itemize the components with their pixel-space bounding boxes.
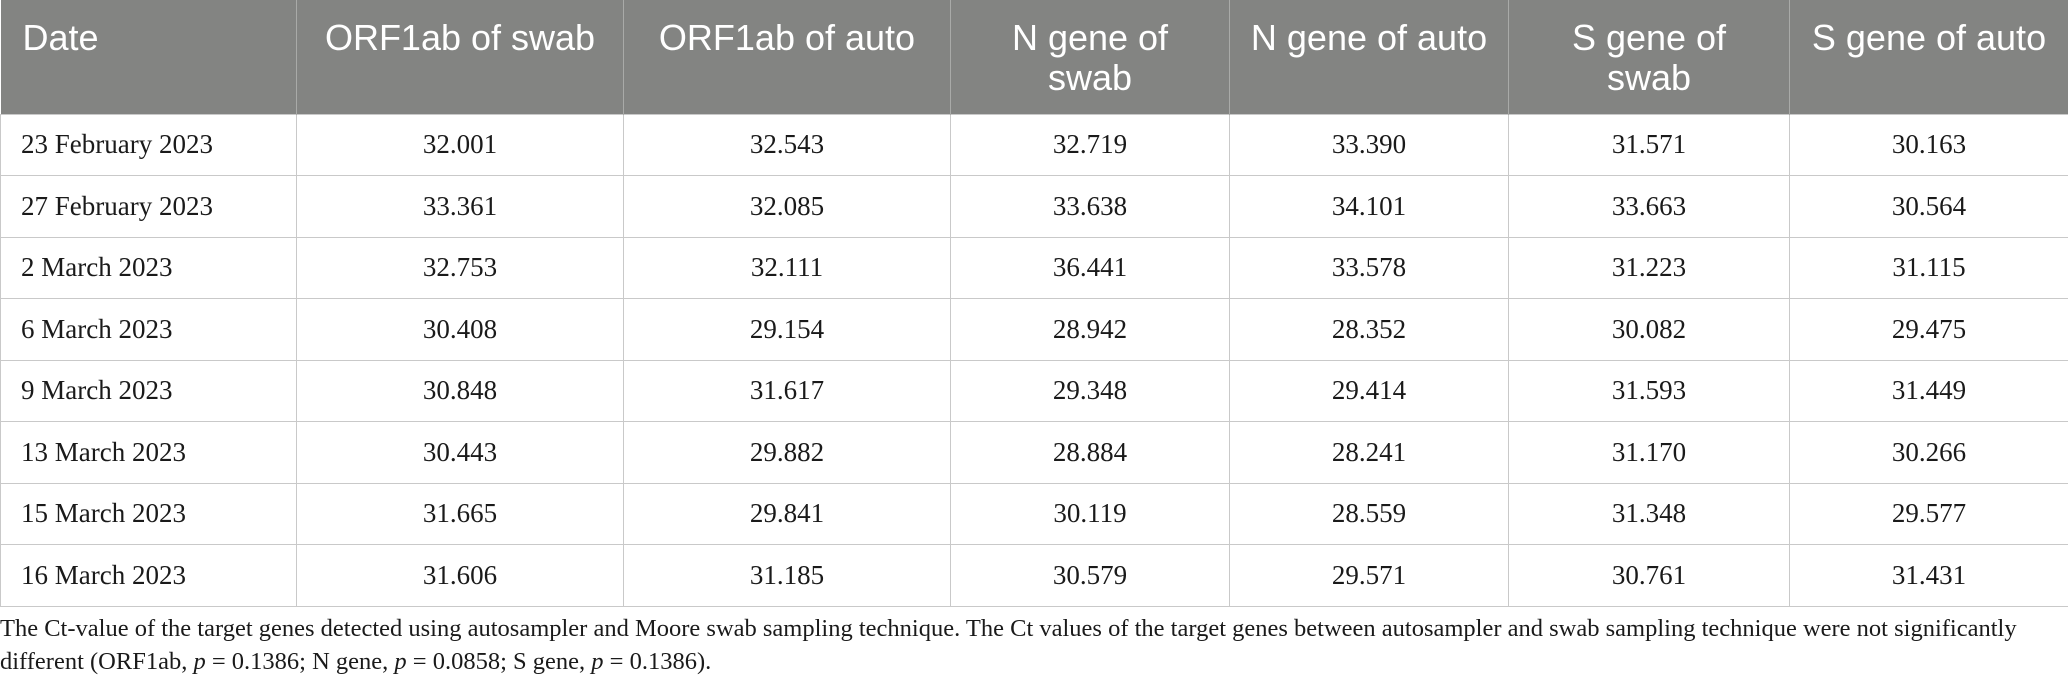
date-cell: 6 March 2023 — [0, 298, 297, 361]
table-cell: 32.719 — [950, 113, 1230, 176]
table-cell: 29.882 — [623, 421, 951, 484]
table-cell: 29.577 — [1789, 482, 2068, 545]
s-gene-p-value: = 0.1386). — [603, 648, 712, 675]
table-cell: 29.571 — [1229, 544, 1509, 607]
data-table-container: Date ORF1ab of swab ORF1ab of auto N gen… — [0, 0, 2068, 607]
date-cell: 16 March 2023 — [0, 544, 297, 607]
table-cell: 31.431 — [1789, 544, 2068, 607]
table-cell: 30.848 — [296, 359, 624, 422]
table-cell: 32.001 — [296, 113, 624, 176]
ct-values-table: Date ORF1ab of swab ORF1ab of auto N gen… — [0, 0, 2068, 607]
table-row: 9 March 2023 30.848 31.617 29.348 29.414… — [0, 359, 2068, 422]
column-header-n-gene-swab: N gene of swab — [950, 0, 1230, 114]
header-row: Date ORF1ab of swab ORF1ab of auto N gen… — [0, 0, 2068, 114]
table-cell: 30.266 — [1789, 421, 2068, 484]
table-row: 23 February 2023 32.001 32.543 32.719 33… — [0, 113, 2068, 176]
table-cell: 30.119 — [950, 482, 1230, 545]
table-cell: 32.753 — [296, 236, 624, 299]
n-gene-p-value: = 0.0858; S gene, — [406, 648, 592, 675]
table-body: 23 February 2023 32.001 32.543 32.719 33… — [0, 113, 2068, 607]
table-row: 15 March 2023 31.665 29.841 30.119 28.55… — [0, 482, 2068, 545]
table-row: 16 March 2023 31.606 31.185 30.579 29.57… — [0, 544, 2068, 607]
date-cell: 9 March 2023 — [0, 359, 297, 422]
table-cell: 30.163 — [1789, 113, 2068, 176]
orf1ab-p-value: = 0.1386; N gene, — [205, 648, 395, 675]
table-cell: 31.115 — [1789, 236, 2068, 299]
column-header-orf1ab-swab: ORF1ab of swab — [296, 0, 624, 114]
column-header-date: Date — [0, 0, 297, 114]
table-cell: 30.082 — [1508, 298, 1790, 361]
table-cell: 28.559 — [1229, 482, 1509, 545]
table-cell: 32.543 — [623, 113, 951, 176]
table-cell: 28.942 — [950, 298, 1230, 361]
table-cell: 33.578 — [1229, 236, 1509, 299]
date-cell: 27 February 2023 — [0, 175, 297, 238]
date-cell: 2 March 2023 — [0, 236, 297, 299]
table-cell: 33.390 — [1229, 113, 1509, 176]
table-cell: 36.441 — [950, 236, 1230, 299]
table-cell: 31.665 — [296, 482, 624, 545]
table-cell: 29.348 — [950, 359, 1230, 422]
p-value-symbol: p — [193, 648, 206, 675]
table-cell: 30.579 — [950, 544, 1230, 607]
table-cell: 29.841 — [623, 482, 951, 545]
table-cell: 31.606 — [296, 544, 624, 607]
table-caption: The Ct-value of the target genes detecte… — [0, 612, 2050, 678]
p-value-symbol: p — [591, 648, 604, 675]
table-cell: 28.241 — [1229, 421, 1509, 484]
table-cell: 30.564 — [1789, 175, 2068, 238]
p-value-symbol: p — [394, 648, 407, 675]
table-cell: 30.761 — [1508, 544, 1790, 607]
table-cell: 31.170 — [1508, 421, 1790, 484]
table-cell: 29.414 — [1229, 359, 1509, 422]
date-cell: 13 March 2023 — [0, 421, 297, 484]
column-header-n-gene-auto: N gene of auto — [1229, 0, 1509, 114]
table-cell: 31.617 — [623, 359, 951, 422]
table-cell: 30.443 — [296, 421, 624, 484]
table-cell: 28.352 — [1229, 298, 1509, 361]
table-cell: 31.185 — [623, 544, 951, 607]
table-cell: 33.361 — [296, 175, 624, 238]
table-cell: 32.111 — [623, 236, 951, 299]
table-header: Date ORF1ab of swab ORF1ab of auto N gen… — [0, 0, 2068, 114]
table-cell: 31.571 — [1508, 113, 1790, 176]
table-cell: 31.593 — [1508, 359, 1790, 422]
date-cell: 23 February 2023 — [0, 113, 297, 176]
table-row: 27 February 2023 33.361 32.085 33.638 34… — [0, 175, 2068, 238]
table-cell: 31.449 — [1789, 359, 2068, 422]
table-row: 2 March 2023 32.753 32.111 36.441 33.578… — [0, 236, 2068, 299]
table-cell: 29.475 — [1789, 298, 2068, 361]
table-row: 6 March 2023 30.408 29.154 28.942 28.352… — [0, 298, 2068, 361]
table-cell: 32.085 — [623, 175, 951, 238]
column-header-orf1ab-auto: ORF1ab of auto — [623, 0, 951, 114]
table-cell: 31.223 — [1508, 236, 1790, 299]
table-row: 13 March 2023 30.443 29.882 28.884 28.24… — [0, 421, 2068, 484]
column-header-s-gene-auto: S gene of auto — [1789, 0, 2068, 114]
table-cell: 30.408 — [296, 298, 624, 361]
date-cell: 15 March 2023 — [0, 482, 297, 545]
table-cell: 33.663 — [1508, 175, 1790, 238]
table-cell: 33.638 — [950, 175, 1230, 238]
table-cell: 28.884 — [950, 421, 1230, 484]
table-cell: 31.348 — [1508, 482, 1790, 545]
column-header-s-gene-swab: S gene of swab — [1508, 0, 1790, 114]
table-cell: 29.154 — [623, 298, 951, 361]
caption-text: The Ct-value of the target genes detecte… — [0, 615, 2017, 675]
table-cell: 34.101 — [1229, 175, 1509, 238]
